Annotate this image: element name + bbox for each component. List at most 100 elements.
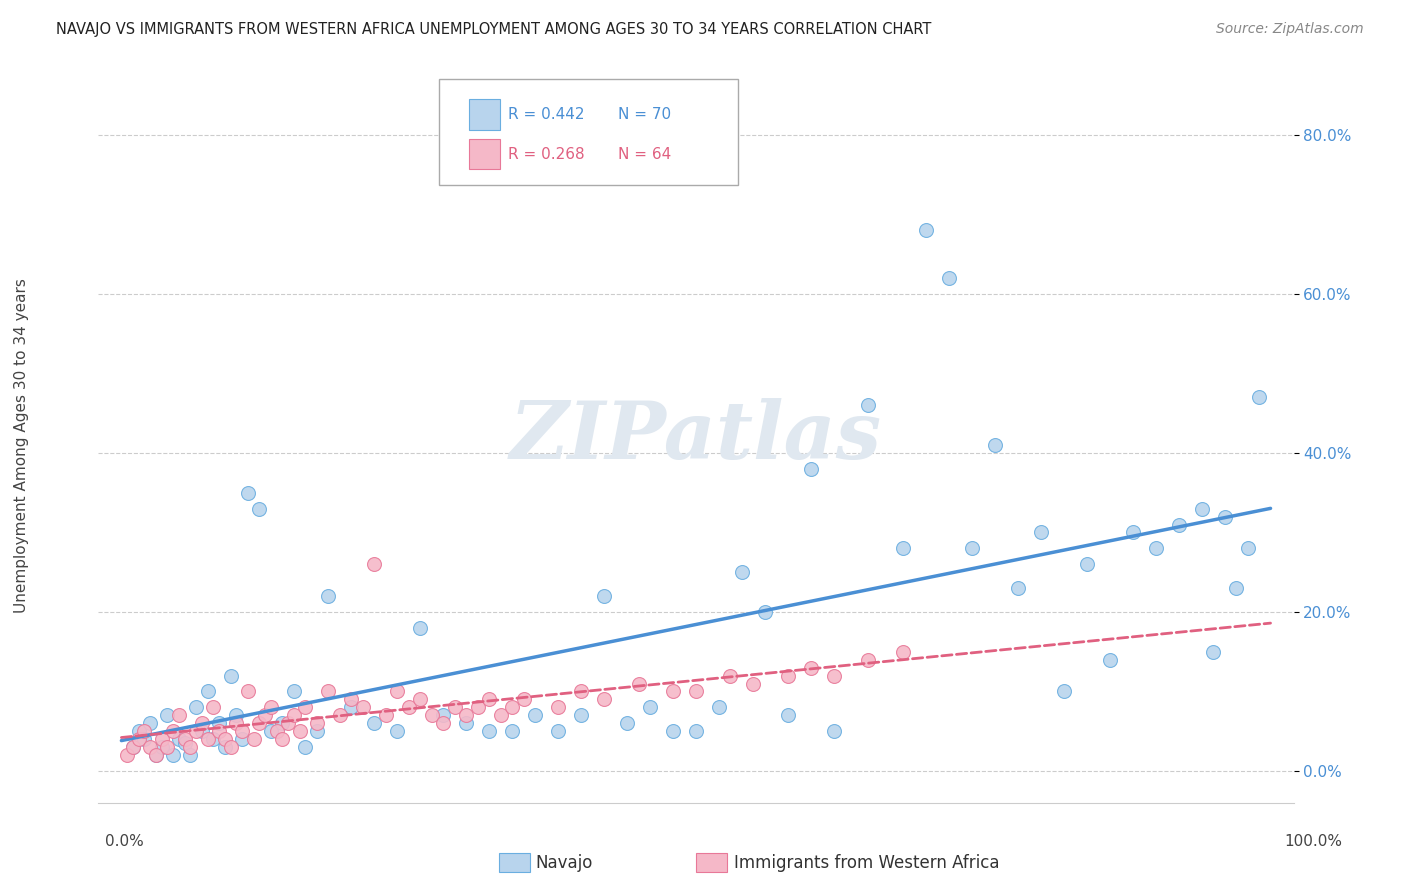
Text: N = 64: N = 64 bbox=[619, 146, 672, 161]
Point bbox=[283, 684, 305, 698]
Point bbox=[122, 740, 145, 755]
Point bbox=[385, 724, 409, 739]
Point bbox=[685, 724, 707, 739]
Point bbox=[150, 732, 173, 747]
Point bbox=[247, 716, 270, 731]
Point bbox=[1144, 541, 1167, 556]
Point bbox=[432, 708, 454, 723]
Point bbox=[283, 708, 305, 723]
Point bbox=[202, 700, 225, 714]
Point bbox=[1053, 684, 1076, 698]
FancyBboxPatch shape bbox=[470, 138, 501, 169]
Point bbox=[162, 748, 184, 763]
Point bbox=[1202, 645, 1225, 659]
Point bbox=[197, 732, 219, 747]
Point bbox=[720, 668, 742, 682]
Point bbox=[179, 748, 201, 763]
Text: R = 0.268: R = 0.268 bbox=[509, 146, 585, 161]
Point bbox=[254, 708, 277, 723]
Point bbox=[478, 692, 501, 706]
Point bbox=[225, 716, 247, 731]
Point bbox=[208, 716, 231, 731]
Point bbox=[1236, 541, 1258, 556]
Point bbox=[340, 692, 363, 706]
Point bbox=[260, 724, 283, 739]
Point bbox=[202, 732, 225, 747]
Point bbox=[156, 740, 179, 755]
Point bbox=[236, 684, 259, 698]
Point bbox=[184, 724, 207, 739]
Point bbox=[823, 724, 845, 739]
Point bbox=[938, 271, 960, 285]
Point bbox=[197, 684, 219, 698]
Point bbox=[1167, 517, 1189, 532]
Point bbox=[271, 716, 294, 731]
Text: Source: ZipAtlas.com: Source: ZipAtlas.com bbox=[1216, 22, 1364, 37]
Point bbox=[363, 558, 385, 572]
Point bbox=[432, 716, 454, 731]
Point bbox=[247, 501, 270, 516]
Point bbox=[1098, 653, 1121, 667]
Point bbox=[385, 684, 409, 698]
Point bbox=[173, 732, 195, 747]
Point bbox=[242, 732, 264, 747]
Point bbox=[214, 732, 236, 747]
Text: 0.0%: 0.0% bbox=[105, 834, 145, 848]
Point bbox=[374, 708, 396, 723]
Point bbox=[731, 566, 754, 580]
Point bbox=[150, 740, 173, 755]
Point bbox=[305, 724, 328, 739]
Point bbox=[363, 716, 385, 731]
Point bbox=[914, 223, 936, 237]
Point bbox=[409, 692, 432, 706]
Point bbox=[191, 724, 214, 739]
Point bbox=[288, 724, 311, 739]
Point bbox=[569, 684, 592, 698]
Point bbox=[1213, 509, 1236, 524]
Point bbox=[231, 732, 253, 747]
Point bbox=[569, 708, 592, 723]
Point bbox=[800, 660, 823, 674]
Text: Unemployment Among Ages 30 to 34 years: Unemployment Among Ages 30 to 34 years bbox=[14, 278, 28, 614]
Point bbox=[1225, 581, 1247, 595]
Point bbox=[134, 724, 156, 739]
Point bbox=[219, 668, 242, 682]
Point bbox=[184, 700, 207, 714]
Point bbox=[219, 740, 242, 755]
Point bbox=[776, 668, 799, 682]
Point bbox=[858, 653, 880, 667]
Point bbox=[145, 748, 167, 763]
Point bbox=[685, 684, 707, 698]
Point bbox=[145, 748, 167, 763]
Point bbox=[167, 708, 190, 723]
Point bbox=[340, 700, 363, 714]
Point bbox=[139, 716, 162, 731]
Point bbox=[1076, 558, 1098, 572]
Point bbox=[501, 724, 523, 739]
Point bbox=[139, 740, 162, 755]
Text: R = 0.442: R = 0.442 bbox=[509, 107, 585, 122]
Point bbox=[800, 462, 823, 476]
Point bbox=[179, 740, 201, 755]
Point bbox=[742, 676, 765, 690]
Point bbox=[776, 708, 799, 723]
Point bbox=[214, 740, 236, 755]
Text: Navajo: Navajo bbox=[536, 854, 593, 871]
Point bbox=[294, 740, 316, 755]
Point bbox=[1007, 581, 1029, 595]
Point bbox=[662, 684, 685, 698]
Point bbox=[1122, 525, 1144, 540]
Point bbox=[420, 708, 443, 723]
Point bbox=[1029, 525, 1052, 540]
Point bbox=[754, 605, 776, 619]
Point bbox=[329, 708, 352, 723]
Point bbox=[960, 541, 983, 556]
Point bbox=[512, 692, 534, 706]
Point bbox=[236, 485, 259, 500]
Point bbox=[398, 700, 420, 714]
Point bbox=[707, 700, 730, 714]
Point bbox=[115, 748, 138, 763]
Point bbox=[616, 716, 638, 731]
Point bbox=[662, 724, 685, 739]
Point bbox=[266, 724, 288, 739]
